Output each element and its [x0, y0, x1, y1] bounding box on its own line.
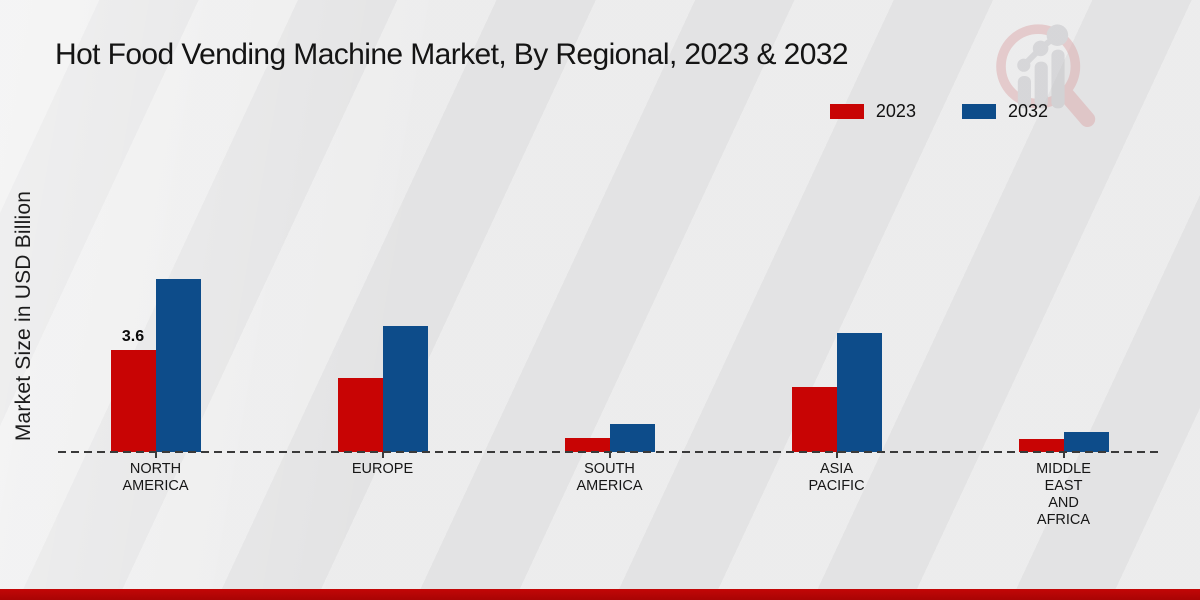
category-label-asia-pacific: ASIA PACIFIC: [808, 461, 865, 494]
footer-accent-band: [0, 589, 1200, 600]
legend-label-2023: 2023: [875, 101, 916, 121]
bar-groups: 3.6 NORTH AMERICA EUROPE SOUTH AMERICA ASIA PAC…: [42, 0, 1177, 528]
axis-tick-asia-pacific: [835, 452, 838, 458]
bar-2023-europe: [337, 378, 383, 452]
category-group-north-america: 3.6 NORTH AMERICA: [42, 0, 269, 494]
category-group-europe: EUROPE: [269, 0, 496, 477]
x-axis-baseline: [58, 451, 1163, 453]
axis-tick-europe: [381, 452, 384, 458]
bar-2032-south-america: [609, 423, 655, 452]
bar-2023-south-america: [564, 437, 610, 452]
magnifier-bar-chart-watermark-icon: [996, 24, 1096, 127]
bar-2023-middle-east-and-africa: [1018, 439, 1064, 452]
axis-tick-south-america: [608, 452, 611, 458]
category-label-south-america: SOUTH AMERICA: [576, 461, 643, 494]
legend-swatch-2023: [829, 104, 864, 119]
bar-2032-asia-pacific: [836, 333, 882, 452]
value-label-2023-north-america: 3.6: [121, 328, 145, 346]
bar-2023-asia-pacific: [791, 386, 837, 452]
category-label-europe: EUROPE: [351, 461, 414, 477]
category-label-north-america: NORTH AMERICA: [122, 461, 189, 494]
legend-swatch-2032: [961, 104, 996, 119]
category-group-asia-pacific: ASIA PACIFIC: [723, 0, 950, 494]
category-group-south-america: SOUTH AMERICA: [496, 0, 723, 494]
legend-item-2032: 2032: [961, 101, 1048, 122]
legend: 2023 2032: [829, 101, 1048, 122]
legend-label-2032: 2032: [1007, 101, 1048, 121]
bar-2032-north-america: [155, 279, 201, 452]
chart-title: Hot Food Vending Machine Market, By Regi…: [55, 38, 849, 71]
category-label-middle-east-and-africa: MIDDLE EAST AND AFRICA: [1036, 461, 1091, 528]
bar-2023-north-america: [110, 350, 156, 452]
category-group-middle-east-and-africa: MIDDLE EAST AND AFRICA: [950, 0, 1177, 528]
legend-item-2023: 2023: [829, 101, 916, 122]
axis-tick-north-america: [154, 452, 157, 458]
bar-2032-europe: [382, 325, 428, 452]
bar-2032-middle-east-and-africa: [1063, 432, 1109, 452]
axis-tick-middle-east-and-africa: [1062, 452, 1065, 458]
